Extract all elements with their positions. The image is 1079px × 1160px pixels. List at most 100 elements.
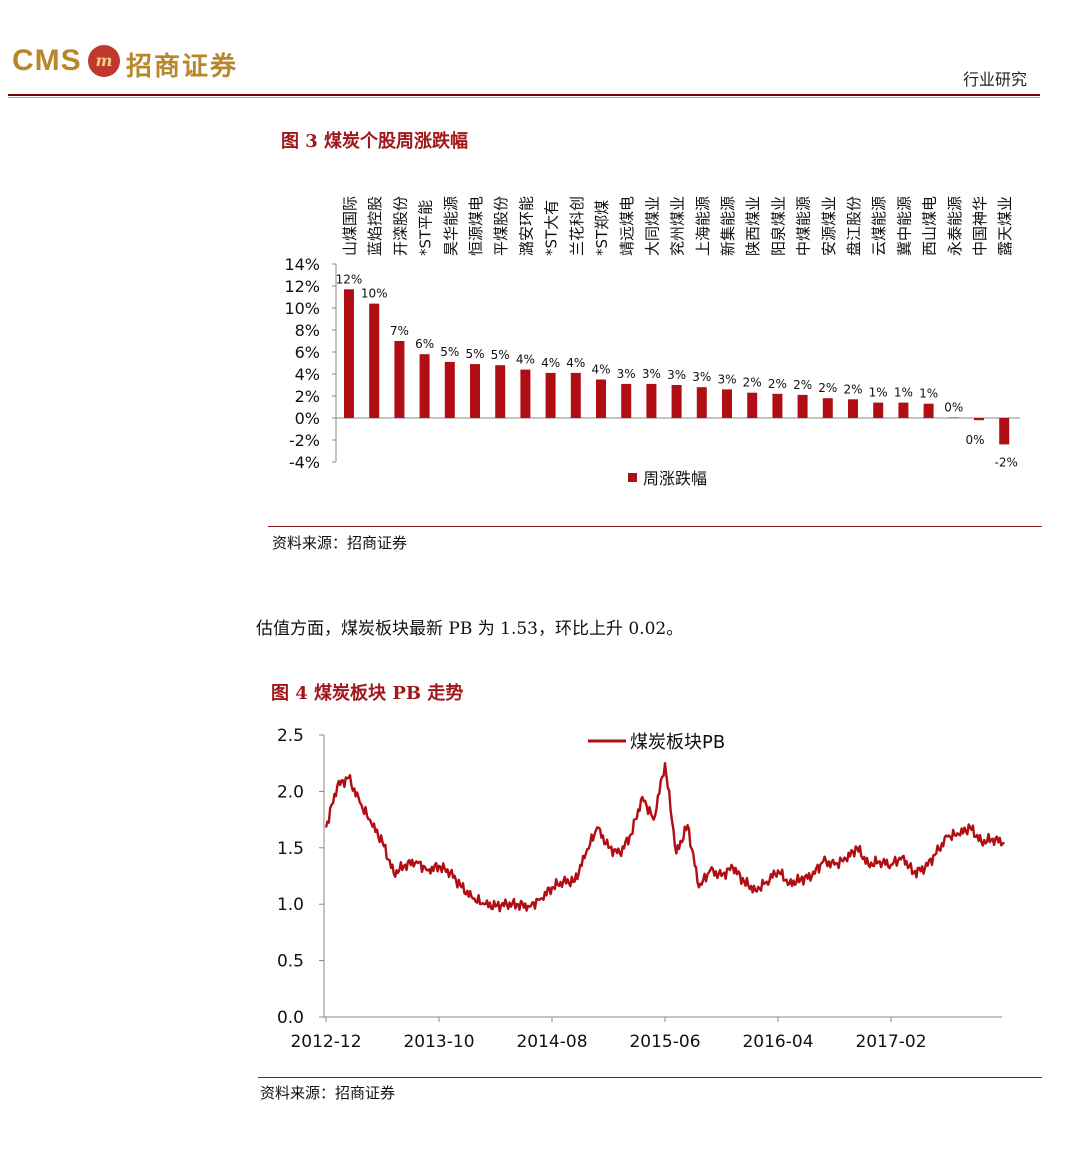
fig3-bar: [470, 364, 480, 418]
fig3-bar: [520, 369, 531, 418]
fig3-bar: [873, 402, 884, 418]
fig3-category-label: 山煤国际: [341, 196, 359, 256]
fig3-bar: [621, 383, 632, 418]
fig4-source: 资料来源：招商证券: [260, 1084, 396, 1102]
fig3-data-label: 3%: [617, 367, 636, 381]
fig3-bar: [999, 418, 1010, 445]
fig3-bar-chart: 14%12%10%8%6%4%2%0%-2%-4%12%山煤国际10%蓝焰控股7…: [284, 196, 1020, 488]
fig3-bar: [848, 399, 858, 418]
header-divider: [8, 94, 1040, 96]
fig3-y-tick-label: 12%: [284, 277, 320, 296]
fig3-category-label: 西山煤电: [921, 196, 939, 256]
fig3-data-label: 2%: [743, 376, 762, 390]
fig3-category-label: *ST郑煤: [593, 200, 611, 256]
fig3-category-label: 兖州煤业: [669, 196, 687, 256]
fig3-category-label: 平煤股份: [492, 196, 510, 256]
fig3-bar: [898, 402, 909, 418]
fig4-x-tick-label: 2017-02: [855, 1032, 926, 1052]
fig3-data-label: 2%: [793, 378, 812, 392]
fig3-data-label: 3%: [642, 367, 661, 381]
fig3-legend-label: 周涨跌幅: [643, 469, 707, 488]
fig3-bar: [545, 372, 556, 418]
fig4-y-tick-label: 2.0: [277, 782, 304, 802]
fig3-data-label: 7%: [390, 324, 409, 338]
fig4-y-tick-label: 0.5: [277, 952, 304, 972]
fig3-category-label: 昊华能源: [442, 196, 460, 256]
fig4-legend-label: 煤炭板块PB: [630, 732, 725, 753]
fig3-data-label: 4%: [516, 353, 535, 367]
fig3-bar: [444, 361, 455, 418]
fig3-bar: [974, 418, 984, 421]
fig3-bar: [646, 383, 657, 418]
fig4-y-tick-label: 1.5: [277, 839, 304, 859]
fig3-data-label: 5%: [440, 345, 459, 359]
fig3-category-label: 盘江股份: [845, 196, 863, 256]
fig3-data-label: 0%: [965, 433, 984, 447]
fig3-category-label: *ST大有: [543, 200, 561, 256]
fig3-data-label: 1%: [894, 386, 913, 400]
header-divider-thin: [8, 97, 1040, 98]
logo-company-name: 招商证券: [126, 52, 239, 82]
logo-badge-icon: m: [88, 45, 120, 77]
fig4-x-tick-label: 2014-08: [516, 1032, 587, 1052]
fig3-bar: [671, 385, 682, 418]
fig3-data-label: 2%: [843, 382, 862, 396]
fig3-data-label: 0%: [944, 400, 963, 414]
fig3-category-label: 靖远煤电: [618, 196, 636, 256]
fig3-data-label: 10%: [361, 287, 388, 301]
fig3-bar: [722, 389, 732, 418]
fig3-y-tick-label: -2%: [289, 431, 320, 450]
fig4-title: 图 4 煤炭板块 PB 走势: [271, 683, 464, 704]
fig3-bar: [344, 289, 354, 418]
fig3-category-label: 潞安环能: [517, 196, 535, 256]
fig4-x-tick-label: 2015-06: [629, 1032, 700, 1052]
fig3-y-tick-label: -4%: [289, 453, 320, 472]
fig3-data-label: 12%: [336, 272, 363, 286]
fig3-bar: [394, 341, 405, 418]
fig3-bar: [797, 394, 808, 418]
fig3-category-label: 露天煤业: [996, 196, 1014, 256]
fig3-category-label: 恒源煤电: [467, 196, 485, 256]
fig3-y-tick-label: 8%: [295, 321, 320, 340]
section-label: 行业研究: [962, 70, 1027, 89]
fig3-data-label: 4%: [566, 356, 585, 370]
fig3-category-label: 大同煤业: [643, 196, 661, 256]
logo-cms: CMS: [12, 44, 82, 77]
fig3-category-label: 永泰能源: [946, 196, 964, 256]
fig3-data-label: 5%: [491, 348, 510, 362]
fig3-category-label: 安源煤业: [820, 196, 838, 256]
fig3-bar: [419, 354, 430, 418]
fig4-x-tick-label: 2013-10: [403, 1032, 474, 1052]
fig3-bar: [570, 372, 581, 418]
fig3-category-label: 上海能源: [694, 196, 712, 256]
fig3-bar: [747, 392, 758, 418]
fig4-y-tick-label: 0.0: [277, 1008, 304, 1028]
fig3-title: 图 3 煤炭个股周涨跌幅: [281, 131, 469, 152]
fig4-y-tick-label: 2.5: [277, 726, 304, 746]
fig3-bar: [923, 403, 934, 418]
fig3-y-tick-label: 14%: [284, 255, 320, 274]
fig3-y-tick-label: 0%: [295, 409, 320, 428]
fig3-category-label: *ST平能: [417, 200, 435, 256]
fig3-bar: [772, 393, 783, 418]
fig3-y-tick-label: 6%: [295, 343, 320, 362]
fig4-y-tick-label: 1.0: [277, 895, 304, 915]
fig3-data-label: -2%: [995, 455, 1018, 469]
fig3-data-label: 4%: [591, 363, 610, 377]
fig4-x-tick-label: 2016-04: [742, 1032, 813, 1052]
fig3-category-label: 新集能源: [719, 196, 737, 256]
fig3-y-tick-label: 4%: [295, 365, 320, 384]
fig3-data-label: 6%: [415, 337, 434, 351]
fig3-bar: [822, 398, 833, 418]
fig3-category-label: 阳泉煤业: [769, 196, 787, 256]
fig3-category-label: 开滦股份: [391, 196, 409, 256]
fig3-bar: [948, 417, 959, 418]
fig3-y-tick-label: 10%: [284, 299, 320, 318]
fig3-data-label: 3%: [692, 370, 711, 384]
fig3-bar: [369, 303, 380, 418]
fig3-data-label: 3%: [667, 368, 686, 382]
fig3-bar: [596, 379, 606, 418]
fig3-category-label: 蓝焰控股: [366, 196, 384, 256]
fig4-series-line: [324, 762, 1005, 913]
fig3-y-tick-label: 2%: [295, 387, 320, 406]
